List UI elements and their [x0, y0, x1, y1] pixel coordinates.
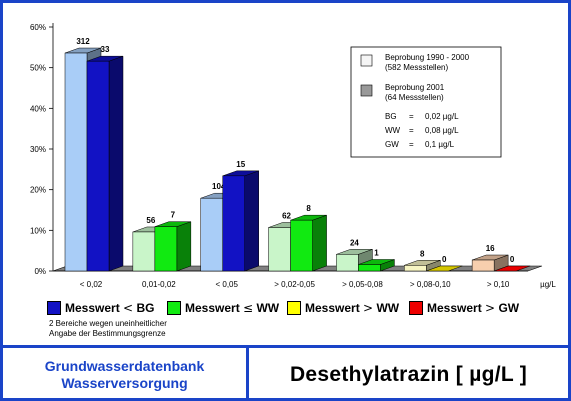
- bar-count-label: 7: [171, 211, 176, 220]
- bar-count-label: 8: [306, 204, 311, 213]
- y-tick-label: 30%: [30, 145, 46, 154]
- legend-swatch-1990: [360, 54, 373, 67]
- bar-count-label: 8: [420, 249, 425, 258]
- bar: [290, 219, 313, 272]
- bar: [358, 264, 381, 272]
- bar-count-label: 0: [510, 255, 515, 264]
- threshold-eq: =: [409, 140, 414, 149]
- x-tick-label: < 0,05: [215, 280, 238, 289]
- bar: [154, 226, 178, 272]
- org-line-1: Grundwasserdatenbank: [44, 357, 205, 374]
- legend-item-above-ww: Messwert > WW: [287, 299, 399, 317]
- bar: [222, 175, 245, 272]
- x-tick-label: > 0,08-0,10: [410, 280, 451, 289]
- threshold-eq: =: [409, 126, 414, 135]
- org-line-2: Wasserversorgung: [61, 374, 188, 391]
- legend-swatch-red: [409, 300, 423, 315]
- bar-count-label: 24: [350, 238, 359, 247]
- organization-box: Grundwasserdatenbank Wasserversorgung: [3, 348, 249, 401]
- legend-swatch-blue: [47, 300, 61, 315]
- threshold-value: 0,08 µg/L: [425, 126, 459, 135]
- x-tick-label: > 0,05-0,08: [342, 280, 383, 289]
- x-tick-label: > 0,02-0,05: [274, 280, 315, 289]
- legend-label-2001: Beprobung 2001: [385, 83, 445, 92]
- y-tick-label: 60%: [30, 23, 46, 32]
- bar-side: [244, 170, 259, 272]
- y-tick-label: 10%: [30, 226, 46, 235]
- bar-count-label: 15: [236, 160, 245, 169]
- legend-item-below-bg: Messwert < BG: [47, 299, 154, 317]
- bar-side: [312, 214, 327, 272]
- bar-side: [176, 221, 192, 272]
- bar-count-label: 16: [486, 244, 495, 253]
- bar-count-label: 62: [282, 211, 291, 220]
- footer-band: Grundwasserdatenbank Wasserversorgung De…: [3, 345, 568, 401]
- bar: [64, 52, 88, 272]
- y-tick-label: 50%: [30, 64, 46, 73]
- x-tick-label: > 0,10: [487, 280, 510, 289]
- threshold-value: 0,02 µg/L: [425, 112, 459, 121]
- threshold-key: GW: [385, 140, 399, 149]
- legend-sublabel-1990: (582 Messstellen): [385, 63, 448, 72]
- threshold-eq: =: [409, 112, 414, 121]
- legend-swatch-green: [167, 300, 181, 315]
- bar-count-label: 56: [146, 216, 155, 225]
- bar: [404, 265, 427, 272]
- bar-side: [108, 55, 124, 272]
- bar-count-label: 0: [442, 255, 447, 264]
- series-legend-box: [350, 46, 502, 158]
- legend-item-below-ww: Messwert ≤ WW: [167, 299, 279, 317]
- x-tick-label: 0,01-0,02: [142, 280, 176, 289]
- bar-zero: [494, 265, 531, 272]
- title-box: Desethylatrazin [ µg/L ]: [249, 348, 568, 401]
- legend-item-above-gw: Messwert > GW: [409, 299, 519, 317]
- color-legend: Messwert < BG Messwert ≤ WW Messwert > W…: [47, 299, 567, 319]
- bar-chart: 0% 10% 20% 30% 40% 50% 60% 312 33 < 0,02 56 7 0,01-0…: [30, 23, 556, 289]
- bar: [471, 259, 495, 272]
- y-tick-label: 40%: [30, 104, 46, 113]
- legend-swatch-yellow: [287, 300, 301, 315]
- legend-swatch-2001: [360, 84, 373, 97]
- threshold-key: BG: [385, 112, 397, 121]
- bar-count-label: 33: [101, 45, 110, 54]
- bar-count-label: 312: [76, 37, 90, 46]
- bar-count-label: 104: [212, 182, 226, 191]
- bar: [132, 231, 156, 272]
- legend-sublabel-2001: (64 Messstellen): [385, 93, 444, 102]
- threshold-value: 0,1 µg/L: [425, 140, 455, 149]
- bar: [86, 60, 110, 272]
- bar: [336, 254, 359, 272]
- y-tick-label: 20%: [30, 186, 46, 195]
- footnote: 2 Bereiche wegen uneinheitlicher Angabe …: [49, 319, 167, 338]
- bar: [200, 197, 223, 272]
- bar: [268, 227, 291, 272]
- page-title: Desethylatrazin [ µg/L ]: [289, 362, 528, 386]
- x-unit-label: µg/L: [540, 280, 556, 289]
- x-tick-label: < 0,02: [80, 280, 103, 289]
- bar-zero: [426, 265, 463, 272]
- bar-count-label: 1: [374, 248, 379, 257]
- legend-label-1990: Beprobung 1990 - 2000: [385, 53, 470, 62]
- y-tick-label: 0%: [34, 267, 46, 276]
- threshold-key: WW: [385, 126, 401, 135]
